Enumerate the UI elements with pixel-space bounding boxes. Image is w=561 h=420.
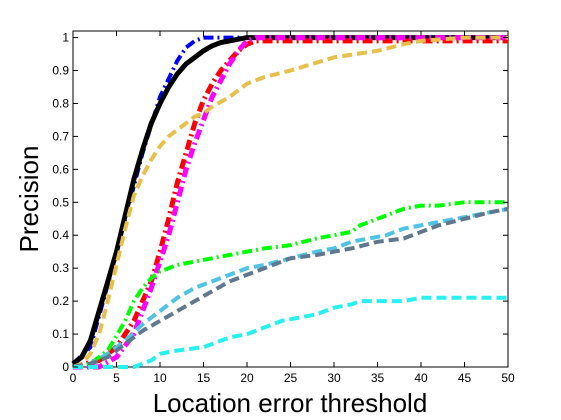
y-tick-label: 0.8 <box>52 96 69 110</box>
series-line-3 <box>72 38 508 370</box>
series-line-4 <box>73 35 508 370</box>
series-line-1 <box>71 35 508 366</box>
y-tick-label: 0.4 <box>52 228 69 242</box>
series-line-5 <box>72 35 508 369</box>
series-line-6 <box>72 200 508 369</box>
x-tick-label: 40 <box>414 371 428 385</box>
plot-area <box>72 30 509 368</box>
x-tick-label: 0 <box>70 371 77 385</box>
y-tick-label: 0.7 <box>52 129 69 143</box>
series-layer <box>71 35 509 370</box>
x-axis-title: Location error threshold <box>153 388 428 418</box>
x-tick-label: 45 <box>458 371 472 385</box>
x-tick-label: 5 <box>113 371 120 385</box>
y-tick-label: 0.6 <box>52 162 69 176</box>
x-tick-label: 20 <box>240 371 254 385</box>
x-tick-label: 50 <box>501 371 515 385</box>
x-tick-label: 10 <box>153 371 167 385</box>
y-tick-label: 0 <box>62 360 69 374</box>
y-tick-label: 1 <box>62 31 69 45</box>
x-tick-label: 35 <box>371 371 385 385</box>
series-line-9 <box>73 295 508 369</box>
series-line-8 <box>72 206 509 369</box>
x-tick-label: 30 <box>327 371 341 385</box>
x-tick-label: 15 <box>197 371 211 385</box>
y-tick-label: 0.3 <box>52 261 69 275</box>
y-tick-label: 0.5 <box>52 195 69 209</box>
y-tick-label: 0.9 <box>52 64 69 78</box>
y-tick-label: 0.1 <box>52 327 69 341</box>
tick-layer: 0 5 10 15 20 25 30 35 40 45 50 0 0.1 0.2 0.3 0.4 0.5 0.6 0… <box>52 31 515 385</box>
x-tick-label: 25 <box>284 371 298 385</box>
y-tick-label: 0.2 <box>52 294 69 308</box>
y-axis-title: Precision <box>14 146 44 253</box>
